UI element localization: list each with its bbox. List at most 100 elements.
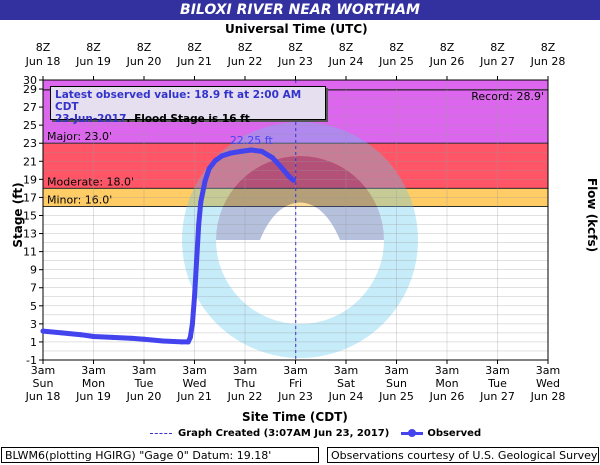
source-note: Observations courtesy of U.S. Geological… — [327, 447, 599, 463]
top-tick-label: Jun 24 — [328, 55, 364, 68]
top-tick-label: 8Z — [339, 41, 354, 54]
top-tick-label: 8Z — [490, 41, 505, 54]
x-tick-label: 3am — [81, 364, 105, 377]
y-tick-label: 19 — [23, 173, 37, 186]
x-tick-label: Tue — [487, 377, 507, 390]
x-tick-label: Fri — [289, 377, 302, 390]
observed-point — [213, 157, 219, 163]
observed-point — [206, 166, 212, 172]
top-tick-label: 8Z — [440, 41, 455, 54]
top-tick-label: Jun 28 — [530, 55, 566, 68]
x-tick-label: 3am — [283, 364, 307, 377]
band-label-major: Major: 23.0' — [47, 130, 112, 143]
flood-stage-text: 23-Jun-2017. Flood Stage is 16 ft — [55, 113, 321, 125]
x-tick-label: Mon — [435, 377, 458, 390]
flood-stage-note: . Flood Stage is 16 ft — [126, 113, 250, 125]
x-tick-label: 3am — [485, 364, 509, 377]
y-tick-label: 21 — [23, 155, 37, 168]
top-tick-label: 8Z — [137, 41, 152, 54]
legend-graph-created: Graph Created (3:07AM Jun 23, 2017) — [178, 428, 390, 439]
y-tick-label: -1 — [26, 354, 37, 367]
observed-point — [141, 336, 147, 342]
top-tick-label: Jun 19 — [75, 55, 111, 68]
observed-point — [40, 328, 46, 334]
observed-point — [91, 334, 96, 340]
observed-point — [128, 335, 134, 341]
observed-point — [238, 148, 244, 154]
x-tick-label: Jun 19 — [75, 390, 111, 403]
top-tick-label: Jun 20 — [126, 55, 162, 68]
right-axis-title: Flow (kcfs) — [585, 177, 599, 253]
x-tick-label: 3am — [334, 364, 358, 377]
top-tick-label: 8Z — [541, 41, 556, 54]
top-tick-label: 8Z — [238, 41, 253, 54]
observed-point — [78, 332, 84, 338]
observed-series-line — [40, 147, 296, 345]
chart-title: BILOXI RIVER NEAR WORTHAM — [0, 0, 600, 20]
x-tick-label: Jun 28 — [530, 390, 566, 403]
observed-point — [227, 150, 233, 156]
top-tick-label: Jun 21 — [176, 55, 212, 68]
y-tick-label: 23 — [23, 137, 37, 150]
x-tick-label: Jun 23 — [277, 390, 313, 403]
top-tick-label: 8Z — [288, 41, 303, 54]
x-tick-label: 3am — [435, 364, 459, 377]
x-tick-label: 3am — [233, 364, 257, 377]
band-label-minor: Minor: 16.0' — [47, 193, 112, 206]
x-tick-label: Jun 22 — [227, 390, 263, 403]
y-tick-label: 5 — [30, 300, 37, 313]
y-tick-label: 15 — [23, 209, 37, 222]
y-tick-label: 3 — [30, 318, 37, 331]
y-tick-label: 29 — [23, 83, 37, 96]
legend-observed: Observed — [427, 428, 482, 439]
observed-point — [59, 330, 65, 336]
y-tick-label: 7 — [30, 282, 37, 295]
x-tick-label: Jun 18 — [25, 390, 61, 403]
x-tick-label: 3am — [384, 364, 408, 377]
latest-observed-text: Latest observed value: 18.9 ft at 2:00 A… — [55, 89, 302, 113]
top-tick-label: 8Z — [86, 41, 101, 54]
observed-point — [269, 155, 275, 161]
y-tick-label: 11 — [23, 246, 37, 259]
y-tick-label: 1 — [30, 336, 37, 349]
bottom-axis-title: Site Time (CDT) — [242, 410, 348, 424]
latest-observation-box: Latest observed value: 18.9 ft at 2:00 A… — [50, 86, 326, 125]
observed-point — [219, 153, 225, 159]
x-tick-label: Tue — [134, 377, 154, 390]
top-tick-label: Jun 27 — [479, 55, 515, 68]
observation-date: 23-Jun-2017 — [55, 113, 127, 125]
observed-point — [179, 339, 185, 345]
observed-point — [185, 339, 191, 345]
observed-point — [198, 199, 204, 205]
x-tick-label: Jun 27 — [479, 390, 515, 403]
top-tick-label: Jun 23 — [277, 55, 313, 68]
x-tick-label: Jun 20 — [126, 390, 162, 403]
top-tick-label: Jun 26 — [429, 55, 465, 68]
top-tick-label: Jun 18 — [25, 55, 61, 68]
observed-point — [248, 147, 254, 153]
x-tick-label: Jun 25 — [378, 390, 414, 403]
top-tick-label: 8Z — [36, 41, 51, 54]
datum-note: BLWM6(plotting HGIRG) "Gage 0" Datum: 19… — [1, 447, 319, 463]
observed-point — [259, 148, 265, 154]
top-tick-label: Jun 22 — [227, 55, 263, 68]
x-tick-label: 3am — [536, 364, 560, 377]
top-tick-label: Jun 25 — [378, 55, 414, 68]
observed-point — [194, 258, 200, 264]
x-tick-label: Wed — [183, 377, 207, 390]
observed-point — [187, 334, 193, 340]
x-tick-label: Mon — [82, 377, 105, 390]
x-tick-label: Jun 24 — [328, 390, 364, 403]
observed-point — [202, 178, 208, 184]
y-tick-label: 25 — [23, 119, 37, 132]
x-tick-label: Sat — [337, 377, 356, 390]
observed-point — [196, 222, 202, 228]
y-tick-label: 13 — [23, 228, 37, 241]
x-tick-label: Jun 26 — [429, 390, 465, 403]
x-tick-label: Sun — [33, 377, 54, 390]
observed-point — [109, 334, 115, 340]
top-tick-label: 8Z — [389, 41, 404, 54]
graph-created-dash-icon — [150, 432, 172, 434]
